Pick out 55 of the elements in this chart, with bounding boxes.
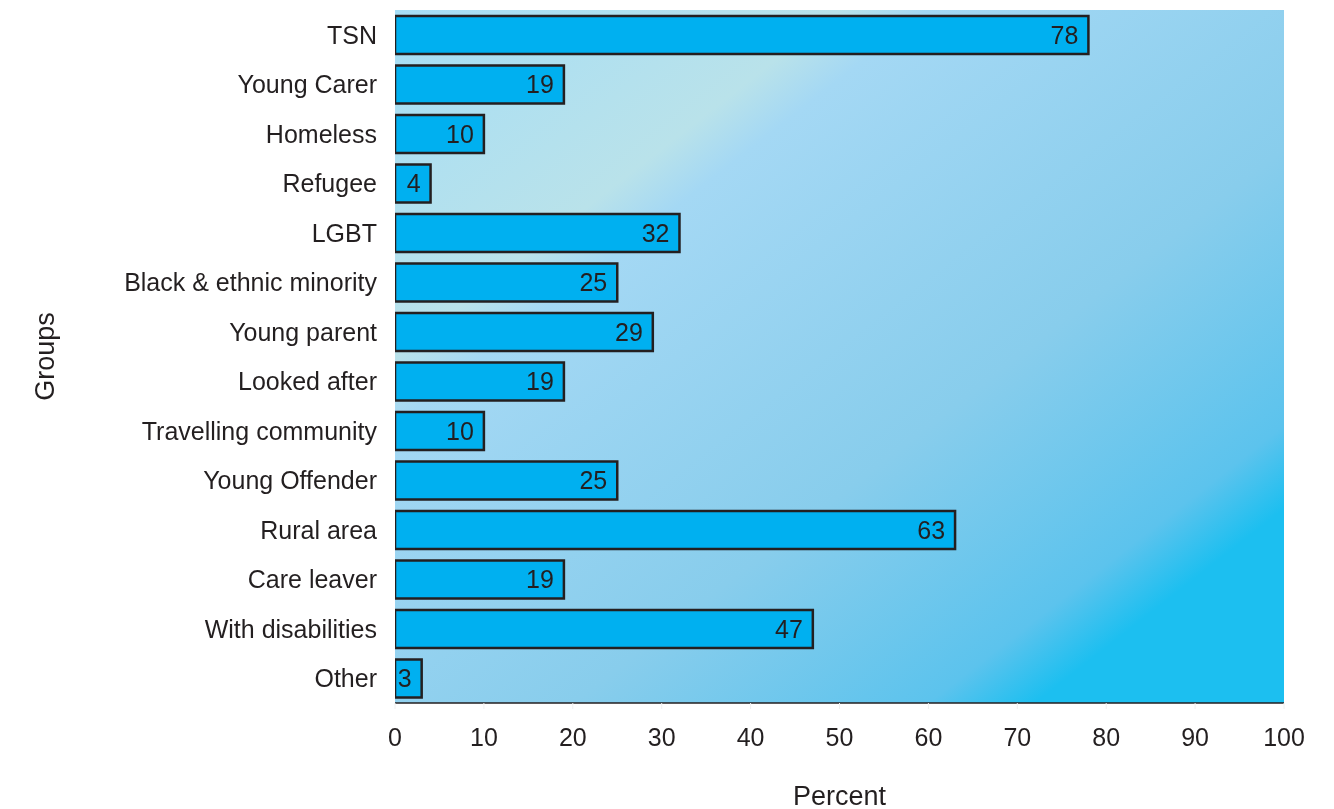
y-tick-label: With disabilities bbox=[204, 614, 377, 643]
data-label: 25 bbox=[579, 466, 608, 495]
data-label: 19 bbox=[526, 70, 554, 99]
y-tick-label: Looked after bbox=[238, 367, 377, 396]
data-label: 29 bbox=[615, 317, 643, 346]
data-label: 19 bbox=[526, 565, 554, 594]
y-tick-label: TSN bbox=[327, 20, 377, 49]
bar bbox=[395, 658, 423, 699]
y-tick-label: Homeless bbox=[265, 119, 377, 148]
y-tick-label: Rural area bbox=[260, 515, 378, 544]
data-label: 63 bbox=[917, 515, 946, 544]
bar bbox=[395, 163, 432, 204]
x-tick-label: 90 bbox=[1181, 722, 1210, 751]
x-tick-label: 80 bbox=[1092, 722, 1121, 751]
data-label: 3 bbox=[397, 664, 412, 693]
y-tick-label: Young Carer bbox=[237, 70, 377, 99]
x-tick-label: 100 bbox=[1263, 722, 1305, 751]
data-label: 78 bbox=[1050, 20, 1079, 49]
y-tick-label: Other bbox=[314, 664, 377, 693]
data-label: 10 bbox=[446, 119, 474, 148]
data-label: 10 bbox=[446, 416, 474, 445]
bar bbox=[395, 559, 566, 600]
data-label: 47 bbox=[775, 614, 803, 643]
bar bbox=[395, 608, 815, 650]
bar bbox=[395, 361, 566, 402]
x-tick-label: 40 bbox=[736, 722, 765, 751]
data-label: 25 bbox=[579, 268, 608, 297]
y-tick-label: Refugee bbox=[282, 169, 377, 198]
x-tick-label: 30 bbox=[647, 722, 676, 751]
bar bbox=[395, 113, 486, 155]
x-tick-label: 60 bbox=[914, 722, 943, 751]
data-label: 19 bbox=[526, 367, 554, 396]
bar bbox=[395, 64, 566, 105]
x-tick-label: 50 bbox=[825, 722, 854, 751]
bar bbox=[395, 311, 655, 353]
bar bbox=[395, 262, 619, 303]
y-tick-label: Young parent bbox=[229, 317, 378, 346]
y-tick-label: Young Offender bbox=[203, 466, 377, 495]
bar bbox=[395, 460, 619, 501]
bar bbox=[395, 410, 486, 452]
y-tick-label: Black & ethnic minority bbox=[124, 268, 378, 297]
x-tick-label: 10 bbox=[469, 722, 498, 751]
x-tick-label: 0 bbox=[388, 722, 402, 751]
x-tick-label: 70 bbox=[1003, 722, 1032, 751]
data-label: 4 bbox=[406, 169, 421, 198]
bar bbox=[395, 212, 681, 254]
y-tick-label: Care leaver bbox=[247, 565, 377, 594]
data-label: 32 bbox=[641, 218, 670, 247]
bar bbox=[395, 509, 957, 551]
y-axis-title: Groups bbox=[29, 312, 60, 401]
x-axis-title: Percent bbox=[792, 781, 887, 809]
bar bbox=[395, 14, 1090, 56]
y-tick-label: Travelling community bbox=[141, 416, 378, 445]
y-tick-label: LGBT bbox=[311, 218, 377, 247]
x-tick-label: 20 bbox=[558, 722, 587, 751]
